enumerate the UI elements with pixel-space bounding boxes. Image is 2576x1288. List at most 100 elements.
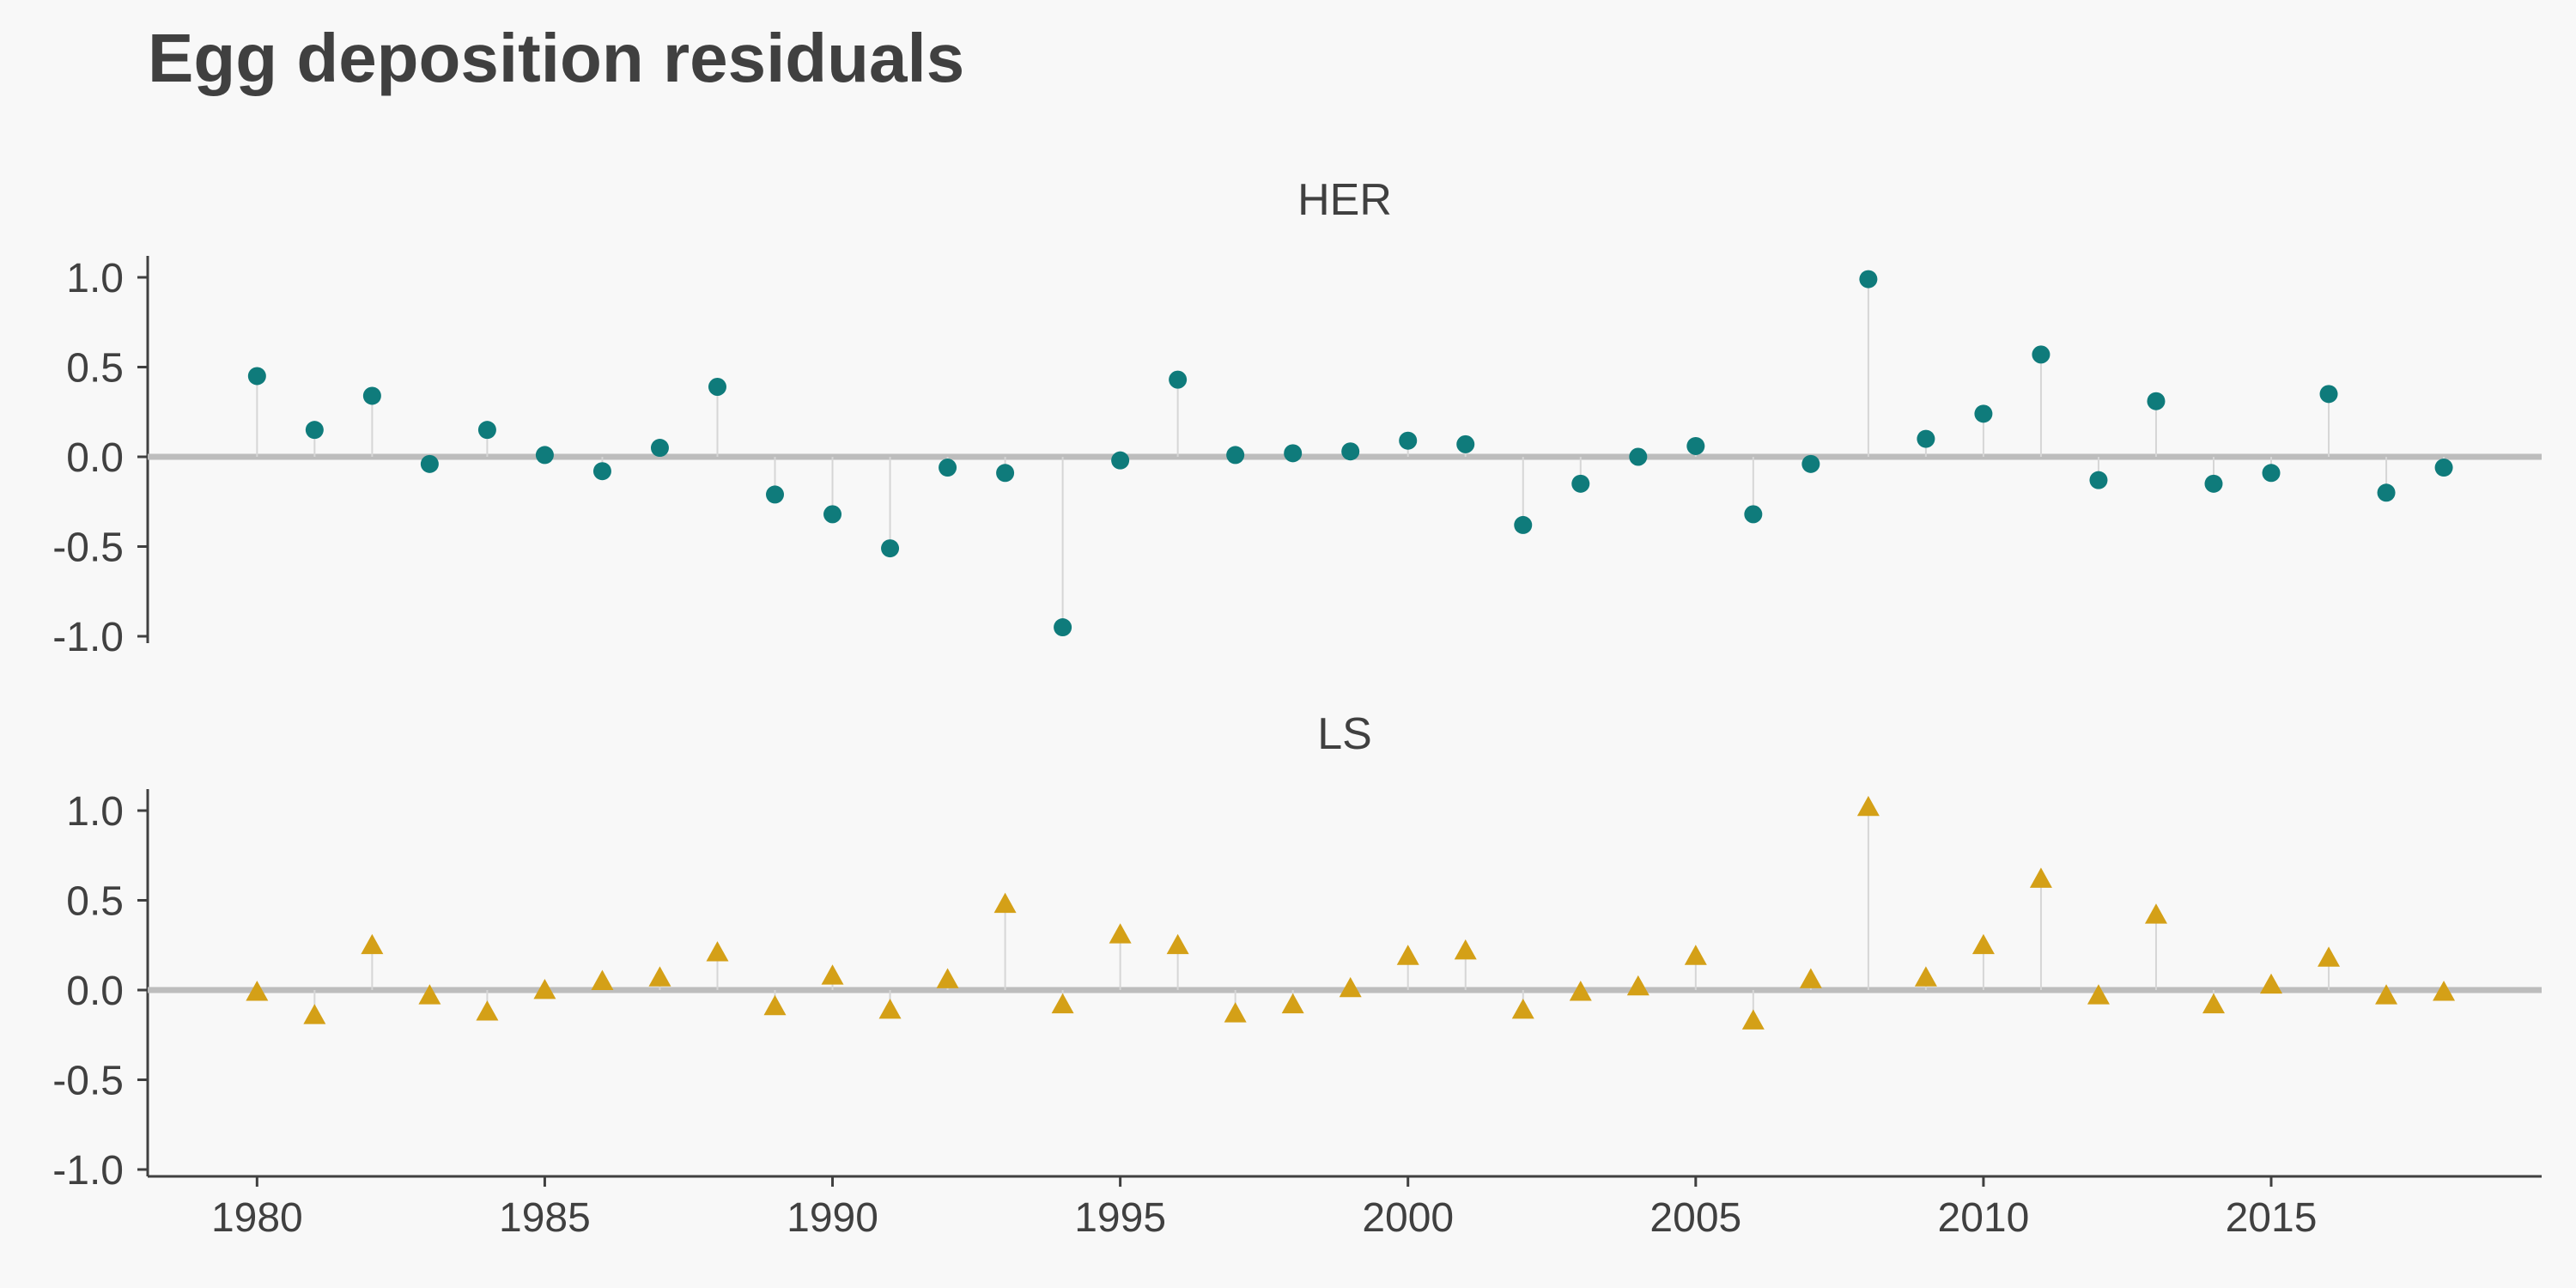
data-point bbox=[305, 421, 324, 440]
data-point bbox=[2204, 474, 2223, 493]
data-point bbox=[1224, 1002, 1247, 1023]
data-point bbox=[1629, 447, 1648, 466]
data-point bbox=[361, 933, 384, 955]
data-point bbox=[1859, 270, 1878, 289]
x-tick-label: 1985 bbox=[499, 1195, 591, 1241]
data-point bbox=[535, 446, 554, 465]
data-point bbox=[1456, 434, 1475, 453]
data-point bbox=[1511, 998, 1534, 1019]
data-point bbox=[362, 386, 381, 405]
x-tick-label: 2010 bbox=[1938, 1195, 2030, 1241]
data-point bbox=[881, 539, 900, 558]
data-point bbox=[1281, 993, 1304, 1014]
data-point bbox=[1626, 975, 1649, 996]
panel-ls: LS 1.0 0.5 0.0 -0.5 -1.0 bbox=[52, 709, 2542, 1194]
data-point bbox=[2377, 483, 2396, 502]
data-point bbox=[1684, 945, 1707, 965]
data-point bbox=[1514, 515, 1533, 534]
data-point bbox=[1166, 933, 1189, 955]
x-tick-label: 1990 bbox=[787, 1195, 878, 1241]
data-point bbox=[1051, 993, 1074, 1014]
panel-her: HER 1.0 0.5 0.0 -0.5 -1.0 bbox=[52, 175, 2542, 660]
y-tick-label: -0.5 bbox=[52, 1059, 124, 1104]
data-point bbox=[939, 459, 957, 477]
data-point bbox=[1109, 923, 1132, 944]
data-point bbox=[2029, 867, 2052, 888]
y-tick-label: -1.0 bbox=[52, 1148, 124, 1194]
data-point bbox=[1341, 442, 1360, 461]
data-point bbox=[2434, 459, 2453, 477]
data-point bbox=[1339, 976, 1362, 998]
data-point bbox=[1111, 451, 1130, 470]
data-point bbox=[763, 994, 787, 1016]
x-axis: 1980 1985 1990 1995 2000 2005 2010 2015 bbox=[148, 1175, 2542, 1241]
panel-title-her: HER bbox=[1297, 175, 1392, 225]
panel-title-ls: LS bbox=[1317, 709, 1372, 759]
data-point bbox=[2144, 903, 2167, 924]
data-point bbox=[1569, 981, 1592, 1001]
data-point bbox=[2262, 464, 2281, 483]
y-tick-label: 1.0 bbox=[66, 256, 124, 301]
data-point bbox=[1454, 939, 1477, 960]
data-point bbox=[650, 439, 669, 458]
data-point bbox=[936, 968, 959, 988]
data-point bbox=[303, 1004, 326, 1024]
y-tick-label: 0.0 bbox=[66, 969, 124, 1014]
y-tick-label: 1.0 bbox=[66, 789, 124, 835]
data-point bbox=[420, 454, 439, 473]
data-point bbox=[1396, 945, 1419, 965]
data-point bbox=[247, 367, 266, 386]
data-point bbox=[477, 421, 496, 440]
page-title: Egg deposition residuals bbox=[148, 20, 965, 96]
x-tick-label: 1995 bbox=[1074, 1195, 1166, 1241]
data-point bbox=[823, 505, 842, 524]
data-point bbox=[2260, 973, 2283, 994]
data-point bbox=[1054, 618, 1072, 637]
data-point bbox=[706, 941, 729, 962]
x-tick-label: 2015 bbox=[2226, 1195, 2318, 1241]
x-tick-label: 2005 bbox=[1649, 1195, 1741, 1241]
data-point bbox=[2318, 946, 2341, 967]
data-point bbox=[1856, 795, 1880, 817]
data-point bbox=[1974, 404, 1993, 423]
data-point bbox=[1799, 968, 1822, 988]
data-point bbox=[708, 377, 726, 396]
y-tick-label: -1.0 bbox=[52, 615, 124, 660]
data-point bbox=[1744, 505, 1763, 524]
data-point bbox=[766, 485, 785, 504]
data-point bbox=[533, 979, 556, 999]
data-point bbox=[878, 998, 902, 1019]
data-point bbox=[2202, 993, 2225, 1014]
data-point bbox=[1399, 431, 1418, 450]
data-point bbox=[648, 966, 671, 987]
data-point bbox=[993, 892, 1017, 914]
data-point bbox=[2375, 984, 2398, 1005]
y-tick-label: 0.0 bbox=[66, 435, 124, 481]
data-point bbox=[592, 462, 611, 481]
x-tick-label: 1980 bbox=[211, 1195, 303, 1241]
x-tick-label: 2000 bbox=[1362, 1195, 1454, 1241]
y-tick-label: 0.5 bbox=[66, 346, 124, 392]
data-point bbox=[1571, 474, 1590, 493]
data-point bbox=[2032, 345, 2050, 364]
data-point bbox=[1801, 454, 1820, 473]
data-point bbox=[1284, 444, 1303, 463]
data-point bbox=[1169, 370, 1188, 389]
data-point bbox=[1971, 933, 1995, 955]
data-point bbox=[476, 1000, 499, 1021]
y-tick-label: -0.5 bbox=[52, 526, 124, 571]
data-point bbox=[591, 969, 614, 990]
y-tick-label: 0.5 bbox=[66, 879, 124, 925]
data-point bbox=[821, 964, 844, 985]
data-point bbox=[1741, 1009, 1765, 1030]
data-point bbox=[418, 984, 441, 1005]
data-point bbox=[996, 464, 1015, 483]
data-point bbox=[1686, 436, 1705, 455]
data-point bbox=[2433, 981, 2456, 1001]
data-point bbox=[1917, 429, 1935, 448]
data-point bbox=[2089, 471, 2108, 489]
data-point bbox=[1914, 966, 1937, 987]
data-point bbox=[2319, 385, 2338, 404]
data-point bbox=[1226, 446, 1245, 465]
